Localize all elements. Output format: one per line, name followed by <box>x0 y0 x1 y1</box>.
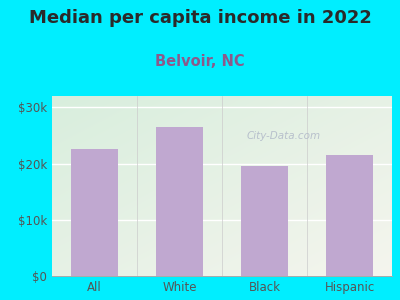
Bar <box>241 166 288 276</box>
Bar <box>71 149 118 276</box>
Text: Belvoir, NC: Belvoir, NC <box>155 54 245 69</box>
Bar <box>156 127 203 276</box>
Bar <box>326 155 373 276</box>
Text: City-Data.com: City-Data.com <box>246 130 320 141</box>
Text: Median per capita income in 2022: Median per capita income in 2022 <box>28 9 372 27</box>
